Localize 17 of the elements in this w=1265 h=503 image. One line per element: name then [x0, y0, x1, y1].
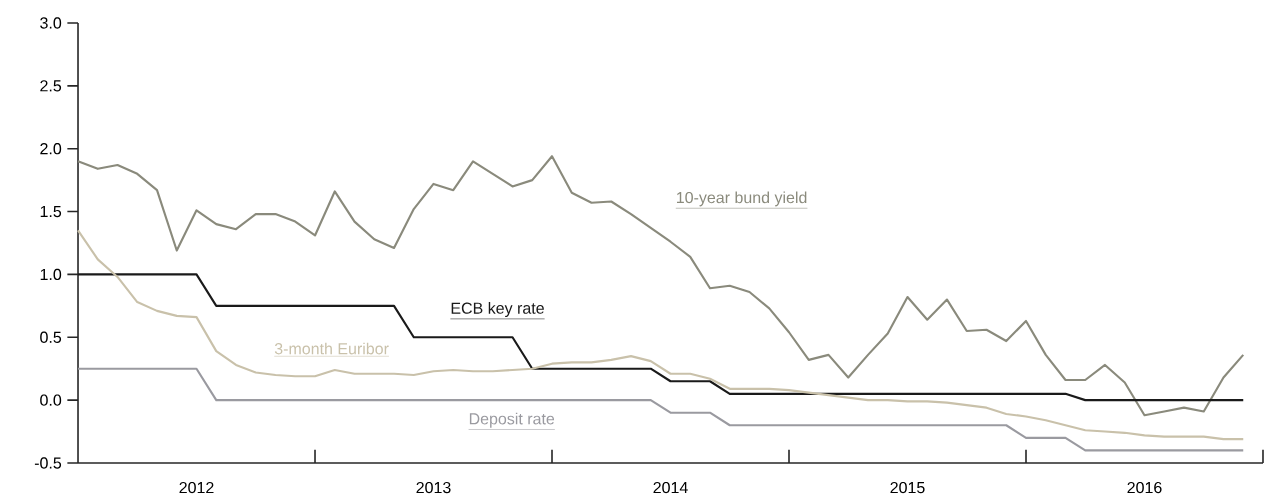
y-tick-label: 0.0	[40, 394, 62, 406]
y-tick-label: 0.5	[40, 331, 62, 343]
text: 10-year bund yield	[677, 191, 807, 207]
x-tick-label: 2015	[890, 481, 925, 494]
x-tick-label: 2016	[1127, 481, 1162, 494]
x-tick-label: 2014	[653, 481, 688, 494]
y-tick-label: 1.5	[40, 205, 62, 218]
y-tick-label: 3.0	[40, 17, 62, 29]
series-label: ECB key rate	[451, 302, 544, 317]
y-tick-label: 2.0	[40, 143, 62, 155]
y-tick-label: -0.5	[34, 457, 62, 469]
x-tick-label: 2013	[416, 481, 451, 494]
series-label: Deposit rate	[469, 412, 555, 428]
y-tick-label: 2.5	[40, 80, 62, 92]
series-label: 3-month Euribor	[274, 342, 389, 355]
y-tick-label: 1.0	[40, 268, 62, 281]
x-tick-label: 2012	[179, 481, 214, 494]
